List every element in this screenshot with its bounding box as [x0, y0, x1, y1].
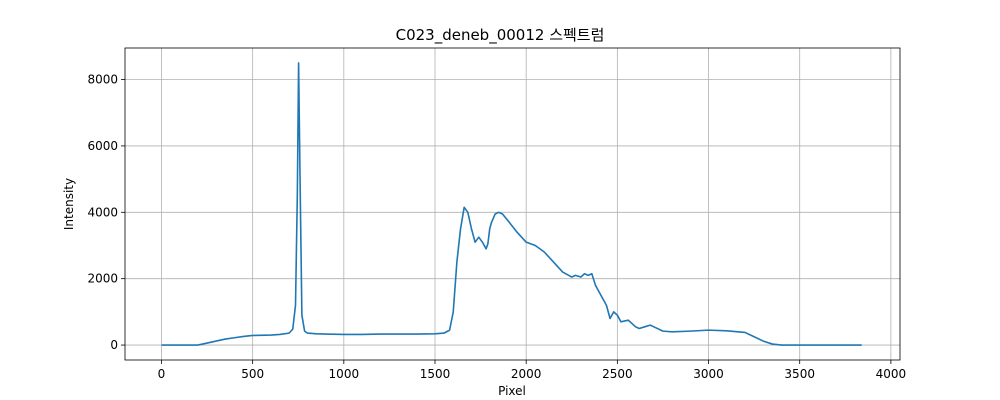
grid-lines: [125, 48, 900, 360]
x-tick-label: 3500: [784, 367, 815, 381]
y-tick-label: 6000: [87, 139, 118, 153]
x-tick-label: 4000: [876, 367, 907, 381]
y-tick-label: 2000: [87, 272, 118, 286]
chart-title: C023_deneb_00012 스펙트럼: [396, 26, 605, 45]
y-tick-label: 4000: [87, 205, 118, 219]
axis-ticks: 0 500 1000 1500 2000 2500 3000 3500 4000 0 2000 400…: [87, 73, 906, 381]
x-tick-label: 2000: [511, 367, 542, 381]
series-layer: [161, 62, 862, 346]
x-tick-label: 500: [241, 367, 264, 381]
y-tick-label: 8000: [87, 73, 118, 87]
x-tick-label: 0: [158, 367, 166, 381]
x-axis-label: Pixel: [498, 384, 526, 398]
x-tick-label: 3000: [693, 367, 724, 381]
plot-frame: [124, 47, 901, 361]
x-tick-label: 2500: [602, 367, 633, 381]
x-tick-label: 1000: [329, 367, 360, 381]
spectrum-series-line: [161, 62, 862, 346]
y-tick-label: 0: [110, 338, 118, 352]
x-tick-label: 1500: [420, 367, 451, 381]
y-axis-label: Intensity: [62, 178, 76, 230]
